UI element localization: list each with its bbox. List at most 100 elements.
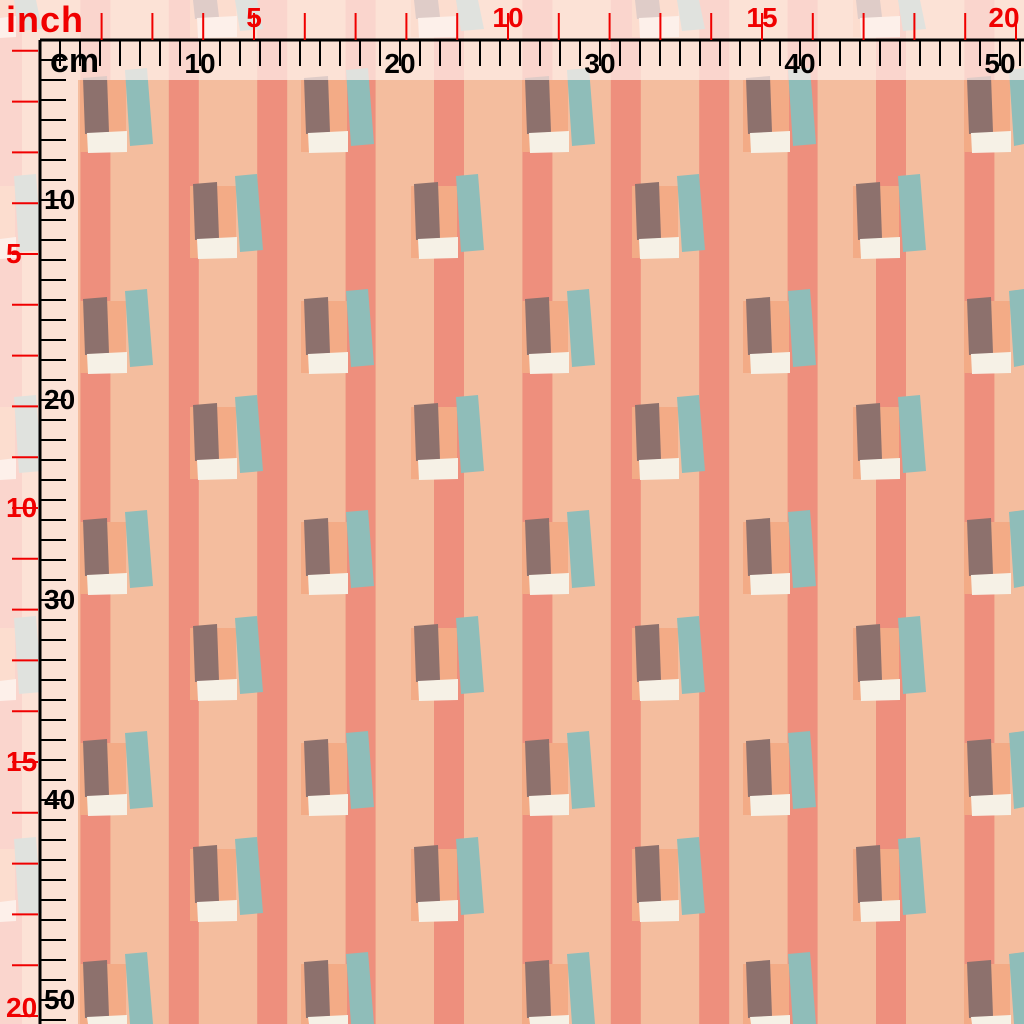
- motif-teal-bar: [346, 952, 374, 1024]
- motif-brown-bar: [746, 960, 772, 1018]
- motif-white-block: [971, 1015, 1011, 1024]
- motif-brown-bar: [193, 403, 219, 461]
- motif-white-block: [529, 794, 569, 816]
- motif-brown-bar: [83, 76, 109, 134]
- motif-teal-bar: [1009, 510, 1024, 588]
- motif-teal-bar: [125, 510, 153, 588]
- motif-teal-bar: [1009, 68, 1024, 146]
- motif-white-block: [529, 1015, 569, 1024]
- motif-white-block: [87, 573, 127, 595]
- motif-teal-bar: [898, 837, 926, 915]
- motif-brown-bar: [83, 297, 109, 355]
- motif-white-block: [750, 131, 790, 153]
- motif-white-block: [87, 1015, 127, 1024]
- motif-teal-bar: [677, 395, 705, 473]
- motif-brown-bar: [304, 518, 330, 576]
- motif-white-block: [87, 352, 127, 374]
- motif-brown-bar: [967, 739, 993, 797]
- motif-brown-bar: [635, 182, 661, 240]
- cm-label-left: 50: [44, 984, 76, 1015]
- motif-teal-bar: [898, 174, 926, 252]
- motif-white-block: [971, 131, 1011, 153]
- motif-teal-bar: [788, 952, 816, 1024]
- motif-teal-bar: [788, 289, 816, 367]
- motif-white-block: [860, 458, 900, 480]
- coral-stripe: [964, 0, 995, 1024]
- motif-brown-bar: [304, 297, 330, 355]
- inch-label-left: 15: [6, 746, 38, 777]
- motif-brown-bar: [83, 960, 109, 1018]
- motif-brown-bar: [525, 76, 551, 134]
- motif-brown-bar: [304, 76, 330, 134]
- motif-white-block: [639, 900, 679, 922]
- motif-white-block: [750, 1015, 790, 1024]
- motif-brown-bar: [414, 624, 440, 682]
- motif-white-block: [418, 237, 458, 259]
- motif-teal-bar: [456, 616, 484, 694]
- motif-white-block: [529, 131, 569, 153]
- motif-white-block: [860, 679, 900, 701]
- motif-brown-bar: [414, 182, 440, 240]
- motif-brown-bar: [967, 960, 993, 1018]
- motif-brown-bar: [746, 297, 772, 355]
- motif-white-block: [860, 900, 900, 922]
- motif-teal-bar: [1009, 731, 1024, 809]
- motif-brown-bar: [525, 518, 551, 576]
- motif-brown-bar: [856, 403, 882, 461]
- inch-label-left: 20: [6, 992, 38, 1023]
- motif-teal-bar: [898, 395, 926, 473]
- motif-brown-bar: [635, 845, 661, 903]
- motif-teal-bar: [346, 731, 374, 809]
- motif-teal-bar: [235, 395, 263, 473]
- motif-white-block: [529, 352, 569, 374]
- cm-label-left: 40: [44, 784, 76, 815]
- motif-teal-bar: [125, 952, 153, 1024]
- motif-brown-bar: [856, 845, 882, 903]
- motif-white-block: [308, 573, 348, 595]
- inch-label-top: 15: [746, 2, 778, 33]
- motif-teal-bar: [456, 174, 484, 252]
- motif-teal-bar: [567, 952, 595, 1024]
- motif-white-block: [971, 794, 1011, 816]
- motif-teal-bar: [567, 731, 595, 809]
- motif-teal-bar: [898, 616, 926, 694]
- motif-white-block: [639, 679, 679, 701]
- motif-white-block: [639, 237, 679, 259]
- coral-stripe: [80, 0, 111, 1024]
- motif-white-block: [308, 794, 348, 816]
- motif-teal-bar: [456, 395, 484, 473]
- motif-white-block: [971, 573, 1011, 595]
- motif-white-block: [750, 794, 790, 816]
- motif-teal-bar: [788, 510, 816, 588]
- cm-label-top: 50: [984, 48, 1016, 79]
- motif-brown-bar: [635, 624, 661, 682]
- coral-stripe: [522, 0, 553, 1024]
- motif-white-block: [418, 900, 458, 922]
- motif-white-block: [197, 900, 237, 922]
- motif-white-block: [197, 237, 237, 259]
- motif-brown-bar: [193, 845, 219, 903]
- motif-white-block: [529, 573, 569, 595]
- cm-label-top: 30: [584, 48, 616, 79]
- cm-label-top: 40: [784, 48, 816, 79]
- motif-brown-bar: [304, 739, 330, 797]
- motif-white-block: [87, 794, 127, 816]
- cm-label-left: 10: [44, 184, 76, 215]
- motif-white-block: [308, 1015, 348, 1024]
- motif-brown-bar: [304, 960, 330, 1018]
- inch-unit-label: inch: [6, 0, 85, 40]
- motif-brown-bar: [525, 297, 551, 355]
- motif-white-block: [308, 131, 348, 153]
- motif-white-block: [308, 352, 348, 374]
- motif-teal-bar: [346, 68, 374, 146]
- motif-brown-bar: [83, 518, 109, 576]
- motif-teal-bar: [788, 731, 816, 809]
- motif-teal-bar: [567, 510, 595, 588]
- motif-white-block: [860, 237, 900, 259]
- motif-brown-bar: [856, 182, 882, 240]
- motif-teal-bar: [125, 731, 153, 809]
- motif-teal-bar: [1009, 289, 1024, 367]
- motif-brown-bar: [635, 403, 661, 461]
